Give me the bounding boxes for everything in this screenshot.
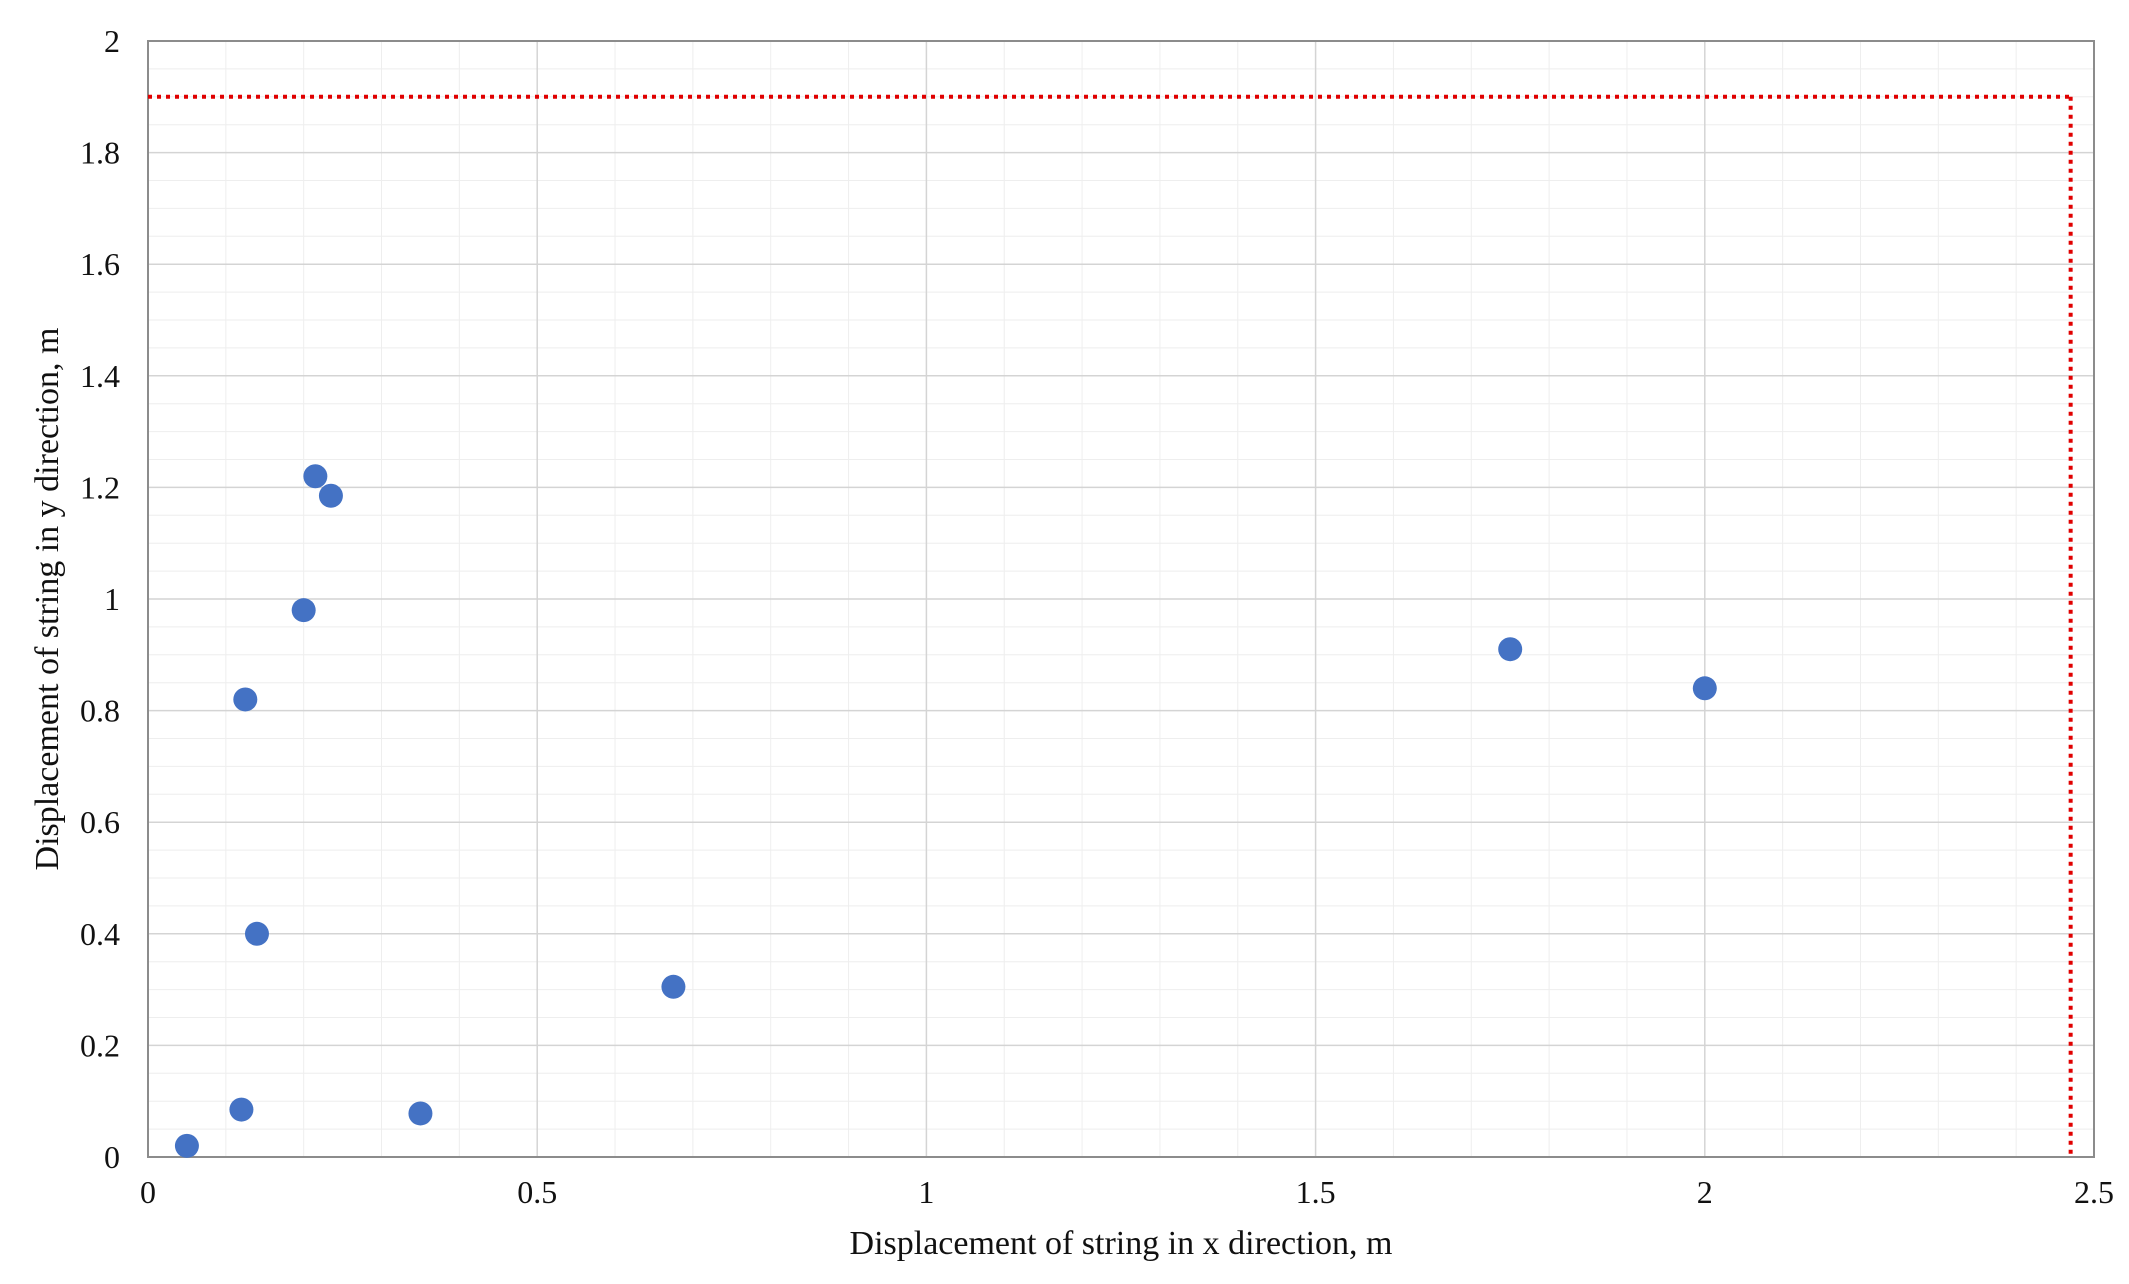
y-axis-tick-labels: 0 0.2 0.4 0.6 0.8 1 1.2 1.4 1.6 1.8 2 <box>80 23 120 1175</box>
y-tick-label: 1.6 <box>80 246 120 282</box>
scatter-point <box>1692 676 1717 701</box>
scatter-point <box>233 687 258 712</box>
x-tick-label: 0.5 <box>517 1174 557 1210</box>
scatter-point <box>1498 637 1523 662</box>
scatter-point <box>318 483 343 508</box>
y-axis-title: Displacement of string in y direction, m <box>29 328 66 871</box>
x-tick-label: 2 <box>1697 1174 1713 1210</box>
major-grid <box>148 41 2094 1157</box>
x-tick-label: 2.5 <box>2074 1174 2114 1210</box>
reference-boundary <box>148 94 2073 1157</box>
y-tick-label: 2 <box>104 23 120 59</box>
y-tick-label: 1.8 <box>80 135 120 171</box>
y-tick-label: 0 <box>104 1139 120 1175</box>
scatter-point <box>303 464 328 489</box>
data-points <box>174 464 1717 1158</box>
x-tick-label: 1 <box>918 1174 934 1210</box>
y-tick-label: 0.6 <box>80 804 120 840</box>
x-axis-tick-labels: 0 0.5 1 1.5 2 2.5 <box>140 1174 2114 1210</box>
scatter-point <box>661 974 686 999</box>
y-tick-label: 1 <box>104 581 120 617</box>
y-tick-label: 1.4 <box>80 358 120 394</box>
scatter-point <box>174 1133 199 1158</box>
y-tick-label: 0.2 <box>80 1027 120 1063</box>
scatter-point <box>291 598 316 623</box>
plot-area-frame <box>147 40 2095 1158</box>
x-axis-title: Displacement of string in x direction, m <box>850 1225 1393 1262</box>
x-tick-label: 0 <box>140 1174 156 1210</box>
y-tick-label: 1.2 <box>80 469 120 505</box>
y-tick-label: 0.8 <box>80 693 120 729</box>
scatter-point <box>229 1097 254 1122</box>
scatter-point <box>408 1101 433 1126</box>
scatter-point <box>244 921 269 946</box>
x-tick-label: 1.5 <box>1296 1174 1336 1210</box>
y-tick-label: 0.4 <box>80 916 120 952</box>
